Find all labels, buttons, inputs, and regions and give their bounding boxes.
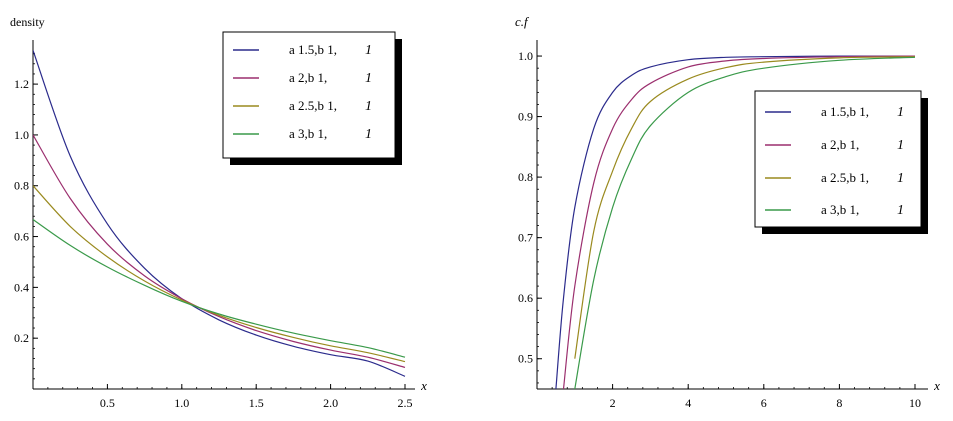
series-line-1 bbox=[33, 50, 406, 377]
x-tick-label: 2.0 bbox=[323, 396, 338, 410]
y-tick-label: 0.7 bbox=[518, 231, 533, 245]
legend-label-value: 1 bbox=[365, 99, 372, 114]
legend-label-value: 1 bbox=[365, 71, 372, 86]
series-line-2 bbox=[562, 55, 916, 389]
y-tick-label: 1.0 bbox=[14, 128, 29, 142]
y-axis-title: c.f bbox=[515, 14, 530, 29]
legend-label: a 1.5,b 1, bbox=[289, 42, 337, 57]
x-tick-label: 1.0 bbox=[174, 396, 189, 410]
chart-1: 0.5 1.0 1.5 2.0 2.5 0.2 0.4 0.6 0.8 1.0 1.2 x densit… bbox=[10, 15, 427, 410]
y-axis-title: density bbox=[10, 15, 45, 29]
legend-label-value: 1 bbox=[897, 138, 904, 153]
legend-label-value: 1 bbox=[897, 171, 904, 186]
legend-label-value: 1 bbox=[365, 127, 372, 142]
y-tick-label: 0.8 bbox=[518, 170, 533, 184]
series-line-1 bbox=[555, 55, 916, 389]
y-tick-label: 0.6 bbox=[14, 230, 29, 244]
x-tick-label: 4 bbox=[685, 396, 691, 410]
legend: a 1.5,b 1, 1 a 2,b 1, 1 a 2.5,b 1, 1 a 3,b 1, 1 bbox=[222, 31, 402, 165]
y-tick-label: 0.5 bbox=[518, 352, 533, 366]
x-tick-label: 8 bbox=[836, 396, 842, 410]
series-line-3 bbox=[574, 56, 916, 359]
x-tick-label: 10 bbox=[909, 396, 921, 410]
x-tick-label: 1.5 bbox=[249, 396, 264, 410]
legend-label: a 2.5,b 1, bbox=[821, 170, 869, 185]
x-tick-label: 2.5 bbox=[398, 396, 413, 410]
y-tick-label: 0.9 bbox=[518, 110, 533, 124]
legend-label-value: 1 bbox=[365, 43, 372, 58]
legend-label-value: 1 bbox=[897, 203, 904, 218]
legend-label: a 2,b 1, bbox=[289, 70, 327, 85]
legend-label: a 1.5,b 1, bbox=[821, 104, 869, 119]
legend: a 1.5,b 1, 1 a 2,b 1, 1 a 2.5,b 1, 1 a 3,b 1, 1 bbox=[754, 90, 928, 234]
x-axis-title: x bbox=[420, 378, 427, 393]
series-line-4 bbox=[33, 219, 406, 358]
x-tick-label: 6 bbox=[761, 396, 767, 410]
y-tick-label: 1.0 bbox=[518, 49, 533, 63]
legend-label: a 2,b 1, bbox=[821, 137, 859, 152]
legend-label: a 2.5,b 1, bbox=[289, 98, 337, 113]
y-tick-label: 0.6 bbox=[518, 291, 533, 305]
y-tick-label: 0.4 bbox=[14, 280, 29, 294]
legend-label: a 3,b 1, bbox=[821, 202, 859, 217]
x-tick-label: 2 bbox=[610, 396, 616, 410]
legend-label: a 3,b 1, bbox=[289, 126, 327, 141]
y-tick-label: 0.2 bbox=[14, 331, 29, 345]
series-line-2 bbox=[33, 134, 406, 368]
y-tick-label: 0.8 bbox=[14, 179, 29, 193]
legend-box bbox=[222, 31, 396, 159]
legend-label-value: 1 bbox=[897, 105, 904, 120]
x-tick-label: 0.5 bbox=[100, 396, 115, 410]
y-tick-label: 1.2 bbox=[14, 77, 29, 91]
legend-box bbox=[754, 90, 922, 228]
series-line-3 bbox=[33, 185, 406, 363]
series-line-4 bbox=[574, 56, 916, 389]
chart-2: 2 4 6 8 100.50.60.70.80.91.0xc.fa 1.5,b 1, 1a… bbox=[515, 14, 940, 410]
x-axis-title: x bbox=[933, 378, 940, 393]
